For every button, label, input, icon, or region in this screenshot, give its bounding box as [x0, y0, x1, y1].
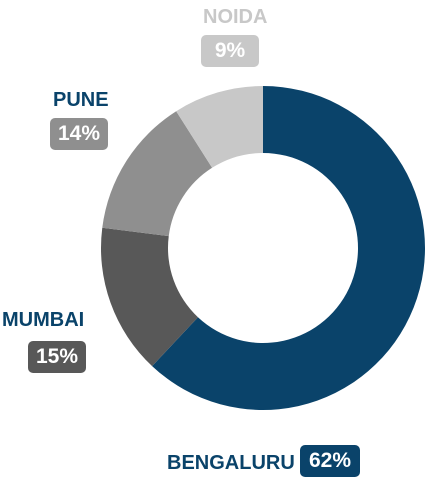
slice-label-mumbai: MUMBAI — [2, 309, 85, 331]
donut-slice-noida — [176, 86, 263, 168]
slice-label-bengaluru: BENGALURU — [167, 452, 295, 474]
donut-slice-mumbai — [100, 227, 198, 367]
slice-value-badge-pune: 14% — [50, 118, 108, 150]
donut-slice-bengaluru — [152, 86, 426, 411]
donut-slice-pune — [102, 111, 213, 237]
slice-value-badge-mumbai: 15% — [28, 341, 86, 373]
slice-value-badge-bengaluru: 62% — [300, 445, 360, 477]
slice-label-noida: NOIDA — [203, 6, 268, 28]
slice-value-badge-noida: 9% — [201, 35, 259, 67]
slice-label-pune: PUNE — [53, 89, 109, 111]
